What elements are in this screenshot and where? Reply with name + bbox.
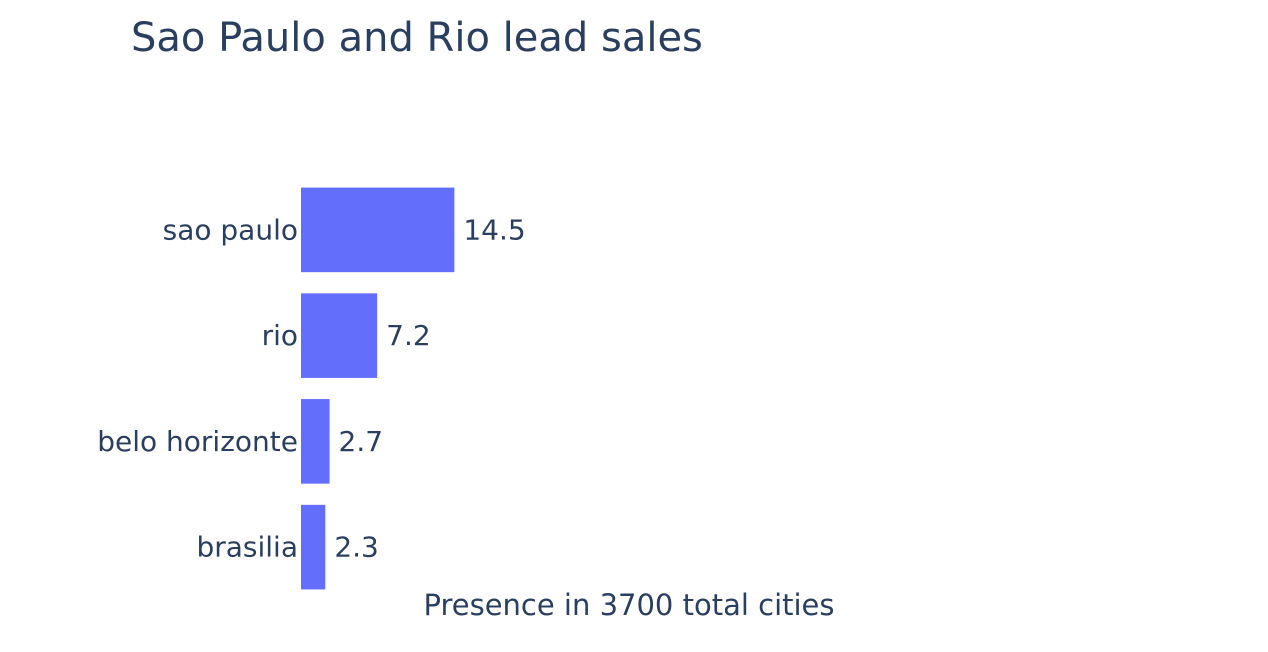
bar-sao-paulo <box>301 187 455 273</box>
bar-belo-horizonte <box>301 399 330 484</box>
value-label: 2.7 <box>339 425 384 458</box>
category-label: rio <box>262 319 298 352</box>
bar-brasilia <box>301 504 326 590</box>
value-labels-layer: 14.5 7.2 2.7 2.3 <box>334 213 525 563</box>
category-labels-layer: sao paulo rio belo horizonte brasilia <box>97 213 298 563</box>
bar-rio <box>301 293 378 378</box>
value-label: 14.5 <box>463 213 525 246</box>
category-label: sao paulo <box>163 213 298 246</box>
category-label: belo horizonte <box>97 425 298 458</box>
x-axis-title: Presence in 3700 total cities <box>423 588 834 622</box>
bars-layer <box>301 187 455 590</box>
category-label: brasilia <box>196 531 298 564</box>
value-label: 7.2 <box>386 319 431 352</box>
chart-title: Sao Paulo and Rio lead sales <box>131 15 703 61</box>
value-label: 2.3 <box>334 531 379 564</box>
